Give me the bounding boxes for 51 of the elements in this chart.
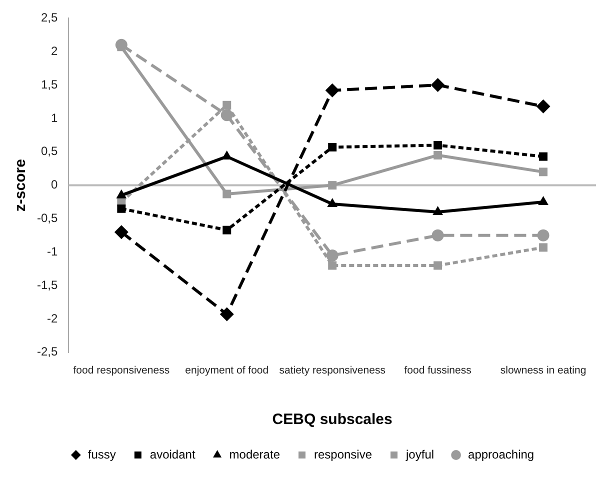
point [539, 168, 548, 176]
point [434, 150, 442, 160]
point [536, 99, 550, 114]
point [117, 204, 126, 213]
point [114, 225, 128, 240]
point [325, 83, 340, 98]
point [537, 229, 550, 242]
x-tick-label: enjoyment of food [185, 364, 269, 377]
point [434, 261, 442, 270]
point [434, 140, 442, 150]
point [220, 109, 233, 122]
legend-label: avoidant [150, 447, 196, 462]
y-tick-label: -1 [47, 244, 58, 258]
x-tick-label: food fussiness [404, 364, 472, 377]
point [430, 78, 445, 92]
point [328, 142, 337, 152]
legend-label: moderate [229, 447, 280, 462]
point [222, 150, 232, 160]
y-tick-label: 1 [50, 110, 58, 125]
y-tick-label: 1,5 [40, 77, 58, 92]
point [432, 206, 443, 216]
y-tick-label: 2 [50, 44, 58, 58]
x-tick-label: slowness in eating [500, 364, 586, 377]
point [327, 198, 338, 208]
x-tick-label: food responsiveness [73, 364, 170, 377]
y-tick-label: -2,5 [36, 344, 58, 359]
legend-label: joyful [405, 447, 434, 462]
y-tick-label: -0,5 [36, 211, 58, 226]
y-tick-label: -1,5 [36, 278, 58, 292]
point [432, 229, 444, 242]
point [538, 196, 548, 206]
point [539, 243, 548, 252]
point [222, 226, 232, 234]
y-tick-label: 0,5 [40, 144, 58, 158]
point [220, 307, 234, 322]
legend-label: approaching [468, 447, 534, 462]
point [326, 249, 338, 262]
point [539, 152, 548, 161]
legend-label: fussy [88, 447, 116, 462]
y-tick-label: 2,5 [40, 10, 58, 25]
point [222, 100, 232, 110]
point [328, 261, 337, 270]
legend-label: responsive [314, 447, 372, 462]
y-tick-label: 0 [50, 178, 58, 192]
point [116, 189, 127, 198]
x-axis-title: CEBQ subscales [272, 411, 392, 428]
point [222, 190, 232, 198]
y-axis-title: z-score [12, 159, 30, 212]
y-tick-label: -2 [47, 311, 58, 326]
x-tick-label: satiety responsiveness [279, 364, 386, 377]
point [328, 181, 337, 190]
